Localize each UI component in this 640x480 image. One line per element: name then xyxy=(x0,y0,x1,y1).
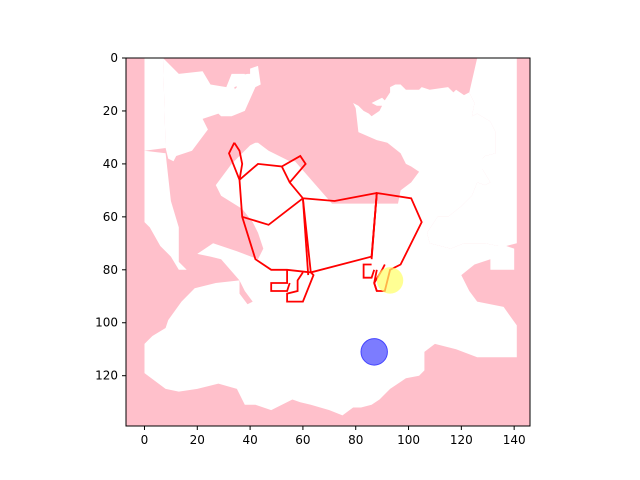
axes-frame xyxy=(125,57,531,427)
x-tick-label: 60 xyxy=(295,433,310,447)
x-tick-label: 140 xyxy=(503,433,526,447)
figure-outline-segment xyxy=(286,198,315,303)
board-white-region xyxy=(144,84,517,416)
y-tick-label: 20 xyxy=(103,104,118,118)
board-white-region xyxy=(163,58,261,162)
player-marker xyxy=(360,338,388,366)
y-tick-label: 40 xyxy=(103,157,118,171)
x-tick-label: 100 xyxy=(397,433,420,447)
y-axis: 0 20 40 60 80 100 120 xyxy=(95,51,126,383)
x-tick-label: 40 xyxy=(242,433,257,447)
x-tick-label: 80 xyxy=(348,433,363,447)
figure-outline-segment xyxy=(281,154,307,183)
y-tick-label: 60 xyxy=(103,210,118,224)
plot-area xyxy=(125,57,531,427)
board-layer xyxy=(126,58,530,426)
target-marker xyxy=(376,267,404,294)
figure-outline-segment xyxy=(370,192,378,260)
figure-outline-segment xyxy=(362,263,376,279)
y-tick-label: 100 xyxy=(95,316,118,330)
y-tick-label: 80 xyxy=(103,263,118,277)
figure-outline-segment xyxy=(228,142,241,181)
x-tick-label: 20 xyxy=(190,433,205,447)
board-white-region xyxy=(427,58,517,249)
board-white-region xyxy=(144,58,166,151)
x-tick-label: 120 xyxy=(450,433,473,447)
y-tick-label: 0 xyxy=(110,51,118,65)
x-axis: 0 20 40 60 80 100 120 140 xyxy=(141,426,526,447)
figure-outline-segment xyxy=(270,269,291,292)
figure-outline-segment xyxy=(302,198,310,276)
figure-outline-segment xyxy=(241,197,304,226)
x-tick-label: 0 xyxy=(141,433,149,447)
figure-outline-segment xyxy=(373,269,378,292)
y-tick-label: 120 xyxy=(95,369,118,383)
